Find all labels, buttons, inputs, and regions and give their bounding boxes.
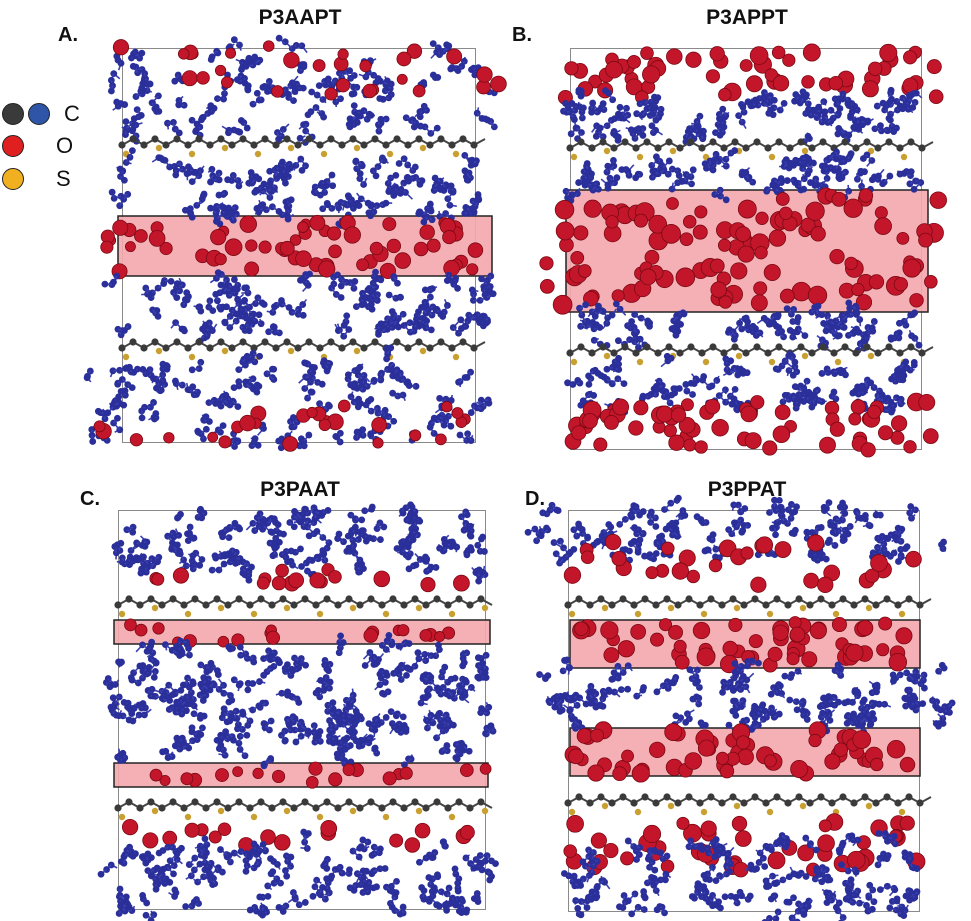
panel-a-oxygen-bottom: [93, 399, 471, 452]
legend-label-carbon: C: [64, 101, 80, 126]
panel-b-oxygen-top: [557, 43, 944, 105]
panel-a-chains-top: [107, 34, 501, 146]
panel-b-oxygen-bottom: [564, 392, 939, 458]
panel-a-backbone-top: [118, 135, 486, 158]
panel-c-highlight-band-bottom: [113, 762, 489, 788]
panel-c-title: P3PAAT: [260, 478, 340, 501]
panel-a-title: P3AAPT: [258, 6, 342, 29]
panel-c-oxygen-band-bottom: [149, 761, 492, 789]
panel-a-oxygen-band: [100, 214, 484, 280]
panel-d-oxygen-top: [563, 533, 922, 593]
panel-c-oxygen-bottom: [121, 818, 475, 853]
panel-b-chains-mid-lower: [576, 299, 923, 354]
panel-d-chains-bottom: [560, 829, 921, 921]
panel-b-chains-mid-upper: [562, 147, 925, 204]
panel-b-letter: B.: [512, 24, 532, 46]
sulfur-swatch-icon: [2, 168, 24, 190]
legend-carbon: C: [2, 101, 80, 127]
panel-d-oxygen-band-bottom: [564, 721, 916, 783]
panel-b-backbone-top: [566, 138, 934, 161]
oxygen-swatch-icon: [2, 135, 24, 157]
panel-d-oxygen-band-top: [572, 616, 913, 674]
panel-b-title: P3APPT: [706, 6, 788, 29]
panel-c-chains-top: [111, 501, 489, 585]
panel-b-backbone-bottom: [566, 343, 934, 366]
panel-a-chains-bottom: [83, 344, 493, 452]
panel-d-backbone-bottom: [564, 793, 932, 816]
panel-d-chains-mid: [536, 656, 956, 741]
legend-label-sulfur: S: [56, 166, 71, 191]
panel-b-oxygen-band: [539, 187, 947, 315]
carbon-blue-swatch-icon: [28, 103, 50, 125]
panel-b-chains-top: [560, 86, 923, 147]
legend-label-oxygen: O: [56, 133, 74, 158]
panel-c-chains-bottom: [97, 828, 499, 921]
legend-sulfur: S: [2, 166, 71, 192]
panel-c-oxygen-top: [149, 563, 470, 593]
carbon-dark-swatch-icon: [2, 103, 24, 125]
panel-c-letter: C.: [80, 488, 100, 510]
panel-a-chains-mid-lower: [101, 268, 497, 345]
panel-d-backbone-top: [564, 595, 932, 618]
panel-c-chains-mid: [102, 632, 497, 775]
panel-d-oxygen-bottom: [563, 813, 926, 878]
legend-oxygen: O: [2, 133, 73, 159]
panel-a-chains-mid-upper: [108, 147, 483, 229]
panel-c-backbone-top: [114, 595, 493, 618]
panel-d-title: P3PPAT: [707, 478, 787, 501]
panel-a-backbone-bottom: [118, 338, 486, 361]
panel-a-oxygen-top: [112, 39, 507, 101]
panel-d-letter: D.: [525, 488, 545, 510]
panel-c-backbone-bottom: [114, 798, 493, 821]
panel-a-letter: A.: [58, 24, 78, 46]
